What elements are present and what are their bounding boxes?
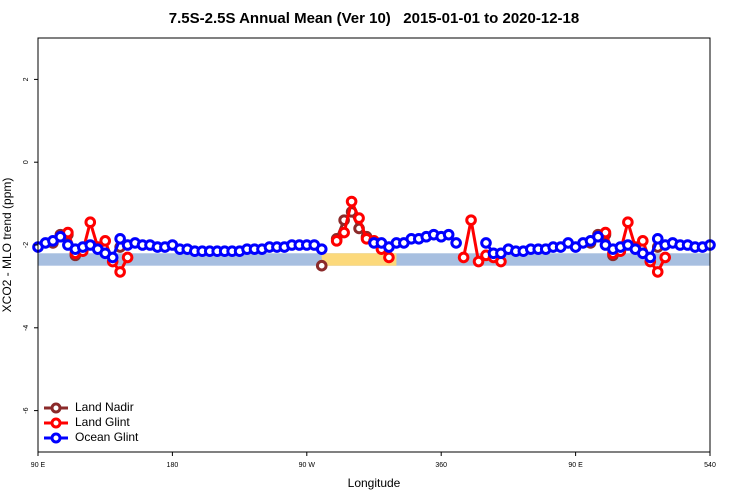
point (315, 259, 328, 272)
point (345, 195, 358, 208)
background-layer (38, 253, 710, 266)
point (592, 230, 604, 243)
point (659, 251, 672, 264)
legend-marker (50, 432, 62, 444)
legend-marker (50, 417, 62, 429)
point (450, 237, 462, 249)
point (442, 228, 455, 241)
y-tick-label: 0 (23, 160, 30, 164)
y-tick-label: -2 (23, 242, 30, 248)
point (114, 266, 126, 278)
point (651, 266, 664, 278)
point (121, 251, 134, 264)
y-tick-label: -4 (23, 325, 30, 331)
x-tick-label: 90 W (299, 462, 316, 469)
x-tick-label: 360 (435, 462, 447, 469)
point (315, 243, 328, 255)
point (106, 251, 119, 264)
legend-label: Land Nadir (75, 400, 134, 414)
point (353, 212, 365, 224)
chart-title: 7.5S-2.5S Annual Mean (Ver 10) 2015-01-0… (169, 10, 579, 27)
point (465, 214, 477, 226)
point (383, 251, 395, 264)
x-tick-label: 180 (167, 462, 179, 469)
legend-label: Ocean Glint (75, 430, 139, 444)
legend-label: Land Glint (75, 415, 130, 429)
y-axis-label: XCO2 - MLO trend (ppm) (0, 178, 14, 313)
point (84, 216, 97, 229)
point (338, 226, 350, 239)
point (54, 230, 67, 243)
x-tick-label: 90 E (31, 462, 46, 469)
point (99, 235, 111, 247)
y-tick-label: 2 (23, 77, 30, 81)
point (622, 216, 634, 229)
point (457, 251, 470, 264)
marks-layer (32, 195, 716, 278)
point (114, 232, 126, 245)
x-tick-label: 90 E (568, 462, 583, 469)
point (472, 255, 485, 268)
point (637, 235, 649, 247)
legend-marker (50, 402, 62, 414)
x-tick-label: 540 (704, 462, 716, 469)
point (644, 251, 657, 264)
shaded-region (321, 253, 397, 266)
point (651, 232, 664, 245)
x-axis-label: Longitude (348, 476, 401, 490)
point (480, 237, 492, 249)
y-tick-label: -6 (23, 407, 30, 413)
point (330, 235, 343, 247)
